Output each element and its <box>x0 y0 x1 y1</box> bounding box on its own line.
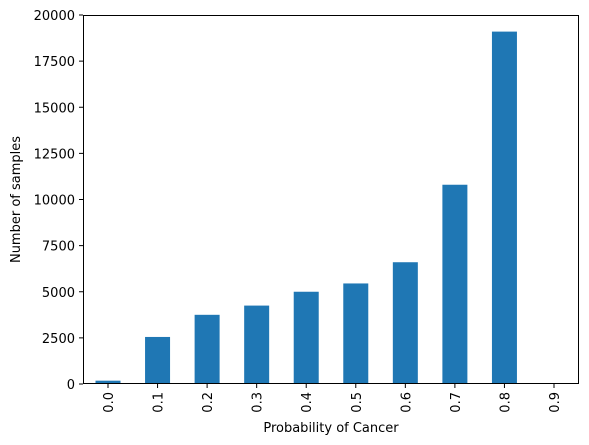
y-tick-label: 2500 <box>42 332 75 347</box>
bar-0.7 <box>442 184 468 384</box>
x-tick-label: 0.9 <box>548 392 563 413</box>
y-tick-label: 12500 <box>34 147 75 162</box>
x-tick-label: 0.5 <box>350 392 365 413</box>
bar-0.2 <box>194 314 220 384</box>
y-tick-label: 5000 <box>42 286 75 301</box>
x-tick-label: 0.8 <box>498 392 513 413</box>
bar-0.1 <box>145 336 171 384</box>
bar-0.5 <box>343 283 369 384</box>
y-axis-ticks: 0 2500 5000 7500 10000 12500 15000 17500 20000 <box>34 9 83 393</box>
y-tick-label: 20000 <box>34 9 75 24</box>
x-tick-label: 0.4 <box>300 392 315 413</box>
bar-series <box>95 31 517 384</box>
x-tick-label: 0.1 <box>152 392 167 413</box>
bar-0.4 <box>293 291 319 384</box>
bar-0.3 <box>244 305 270 384</box>
y-tick-label: 10000 <box>34 194 75 209</box>
bar-0.6 <box>392 262 418 384</box>
plot-area-frame <box>83 15 579 384</box>
x-tick-label: 0.0 <box>102 392 117 413</box>
x-axis-ticks: 0.0 0.1 0.2 0.3 0.4 0.5 0.6 0.7 0.8 0.9 <box>102 384 563 413</box>
bar-0.8 <box>491 31 517 384</box>
x-tick-label: 0.6 <box>399 392 414 413</box>
x-axis-label: Probability of Cancer <box>263 421 399 436</box>
x-tick-label: 0.7 <box>449 392 464 413</box>
y-tick-label: 17500 <box>34 55 75 70</box>
y-axis-label: Number of samples <box>9 136 24 263</box>
bar-0.0 <box>95 380 121 384</box>
x-tick-label: 0.3 <box>251 392 266 413</box>
x-tick-label: 0.2 <box>201 392 216 413</box>
y-tick-label: 15000 <box>34 101 75 116</box>
y-tick-label: 7500 <box>42 240 75 255</box>
y-tick-label: 0 <box>67 378 75 393</box>
